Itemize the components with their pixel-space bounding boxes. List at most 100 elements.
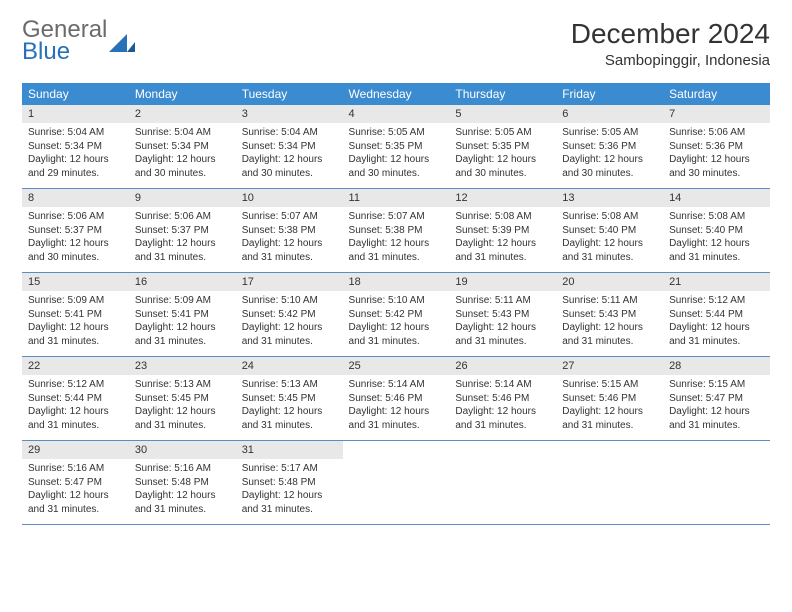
- day-number: 4: [343, 105, 450, 123]
- day-content: Sunrise: 5:07 AMSunset: 5:38 PMDaylight:…: [236, 207, 343, 272]
- calendar-cell: 14Sunrise: 5:08 AMSunset: 5:40 PMDayligh…: [663, 189, 770, 273]
- calendar-cell: 22Sunrise: 5:12 AMSunset: 5:44 PMDayligh…: [22, 357, 129, 441]
- calendar-cell: 28Sunrise: 5:15 AMSunset: 5:47 PMDayligh…: [663, 357, 770, 441]
- day-content: Sunrise: 5:05 AMSunset: 5:35 PMDaylight:…: [343, 123, 450, 188]
- calendar-table: SundayMondayTuesdayWednesdayThursdayFrid…: [22, 83, 770, 525]
- daylight-line: Daylight: 12 hours and 31 minutes.: [135, 489, 230, 516]
- weekday-header: Tuesday: [236, 83, 343, 105]
- calendar-cell: 10Sunrise: 5:07 AMSunset: 5:38 PMDayligh…: [236, 189, 343, 273]
- sunrise-line: Sunrise: 5:04 AM: [28, 126, 123, 140]
- sunset-line: Sunset: 5:40 PM: [669, 224, 764, 238]
- daylight-line: Daylight: 12 hours and 31 minutes.: [349, 321, 444, 348]
- sunrise-line: Sunrise: 5:12 AM: [28, 378, 123, 392]
- month-title: December 2024: [571, 18, 770, 50]
- day-content: Sunrise: 5:16 AMSunset: 5:47 PMDaylight:…: [22, 459, 129, 524]
- day-content: Sunrise: 5:08 AMSunset: 5:40 PMDaylight:…: [556, 207, 663, 272]
- sunrise-line: Sunrise: 5:16 AM: [28, 462, 123, 476]
- daylight-line: Daylight: 12 hours and 30 minutes.: [242, 153, 337, 180]
- sunset-line: Sunset: 5:37 PM: [28, 224, 123, 238]
- day-number: 17: [236, 273, 343, 291]
- calendar-cell: 5Sunrise: 5:05 AMSunset: 5:35 PMDaylight…: [449, 105, 556, 189]
- calendar-cell: 30Sunrise: 5:16 AMSunset: 5:48 PMDayligh…: [129, 441, 236, 525]
- daylight-line: Daylight: 12 hours and 30 minutes.: [349, 153, 444, 180]
- weekday-header: Wednesday: [343, 83, 450, 105]
- day-content: Sunrise: 5:04 AMSunset: 5:34 PMDaylight:…: [22, 123, 129, 188]
- sunset-line: Sunset: 5:46 PM: [349, 392, 444, 406]
- sunset-line: Sunset: 5:42 PM: [349, 308, 444, 322]
- sunrise-line: Sunrise: 5:16 AM: [135, 462, 230, 476]
- sunrise-line: Sunrise: 5:11 AM: [455, 294, 550, 308]
- day-content: Sunrise: 5:13 AMSunset: 5:45 PMDaylight:…: [129, 375, 236, 440]
- calendar-cell: 11 Sunrise: 5:07 AMSunset: 5:38 PMDayligh…: [343, 189, 450, 273]
- sunrise-line: Sunrise: 5:06 AM: [669, 126, 764, 140]
- sunset-line: Sunset: 5:39 PM: [455, 224, 550, 238]
- day-content: Sunrise: 5:14 AMSunset: 5:46 PMDaylight:…: [343, 375, 450, 440]
- daylight-line: Daylight: 12 hours and 31 minutes.: [28, 489, 123, 516]
- sunrise-line: Sunrise: 5:05 AM: [562, 126, 657, 140]
- sunset-line: Sunset: 5:34 PM: [242, 140, 337, 154]
- day-content: Sunrise: 5:06 AMSunset: 5:37 PMDaylight:…: [22, 207, 129, 272]
- day-number: 27: [556, 357, 663, 375]
- sunrise-line: Sunrise: 5:07 AM: [349, 210, 444, 224]
- sunrise-line: Sunrise: 5:04 AM: [242, 126, 337, 140]
- sunrise-line: Sunrise: 5:14 AM: [455, 378, 550, 392]
- location: Sambopinggir, Indonesia: [571, 52, 770, 69]
- daylight-line: Daylight: 12 hours and 31 minutes.: [669, 237, 764, 264]
- daylight-line: Daylight: 12 hours and 31 minutes.: [669, 321, 764, 348]
- day-content: Sunrise: 5:09 AMSunset: 5:41 PMDaylight:…: [22, 291, 129, 356]
- calendar-cell: 21Sunrise: 5:12 AMSunset: 5:44 PMDayligh…: [663, 273, 770, 357]
- day-number: 9: [129, 189, 236, 207]
- daylight-line: Daylight: 12 hours and 30 minutes.: [28, 237, 123, 264]
- logo-text-block: General Blue: [22, 18, 107, 64]
- sunset-line: Sunset: 5:38 PM: [242, 224, 337, 238]
- day-number: 16: [129, 273, 236, 291]
- day-content: Sunrise: 5:05 AMSunset: 5:35 PMDaylight:…: [449, 123, 556, 188]
- daylight-line: Daylight: 12 hours and 31 minutes.: [242, 405, 337, 432]
- day-number: 11: [343, 189, 450, 207]
- calendar-cell: [449, 441, 556, 525]
- sunrise-line: Sunrise: 5:13 AM: [242, 378, 337, 392]
- daylight-line: Daylight: 12 hours and 29 minutes.: [28, 153, 123, 180]
- daylight-line: Daylight: 12 hours and 31 minutes.: [562, 321, 657, 348]
- daylight-line: Daylight: 12 hours and 31 minutes.: [349, 237, 444, 264]
- sunrise-line: Sunrise: 5:09 AM: [28, 294, 123, 308]
- sunset-line: Sunset: 5:42 PM: [242, 308, 337, 322]
- calendar-cell: 24Sunrise: 5:13 AMSunset: 5:45 PMDayligh…: [236, 357, 343, 441]
- sunset-line: Sunset: 5:37 PM: [135, 224, 230, 238]
- sunset-line: Sunset: 5:34 PM: [28, 140, 123, 154]
- sunset-line: Sunset: 5:43 PM: [562, 308, 657, 322]
- day-number: 2: [129, 105, 236, 123]
- day-content: Sunrise: 5:04 AMSunset: 5:34 PMDaylight:…: [129, 123, 236, 188]
- sunset-line: Sunset: 5:46 PM: [455, 392, 550, 406]
- logo: General Blue: [22, 18, 135, 64]
- day-content: Sunrise: 5:12 AMSunset: 5:44 PMDaylight:…: [663, 291, 770, 356]
- calendar-head: SundayMondayTuesdayWednesdayThursdayFrid…: [22, 83, 770, 105]
- day-content: Sunrise: 5:04 AMSunset: 5:34 PMDaylight:…: [236, 123, 343, 188]
- day-number: 19: [449, 273, 556, 291]
- daylight-line: Daylight: 12 hours and 30 minutes.: [562, 153, 657, 180]
- sunrise-line: Sunrise: 5:07 AM: [242, 210, 337, 224]
- sunset-line: Sunset: 5:40 PM: [562, 224, 657, 238]
- day-number: 12: [449, 189, 556, 207]
- sunset-line: Sunset: 5:48 PM: [135, 476, 230, 490]
- sunset-line: Sunset: 5:38 PM: [349, 224, 444, 238]
- calendar-cell: 20Sunrise: 5:11 AMSunset: 5:43 PMDayligh…: [556, 273, 663, 357]
- day-number: 24: [236, 357, 343, 375]
- sunrise-line: Sunrise: 5:05 AM: [349, 126, 444, 140]
- day-number: 10: [236, 189, 343, 207]
- daylight-line: Daylight: 12 hours and 30 minutes.: [455, 153, 550, 180]
- calendar-cell: 8Sunrise: 5:06 AMSunset: 5:37 PMDaylight…: [22, 189, 129, 273]
- calendar-cell: 7Sunrise: 5:06 AMSunset: 5:36 PMDaylight…: [663, 105, 770, 189]
- day-content: Sunrise: 5:11 AMSunset: 5:43 PMDaylight:…: [449, 291, 556, 356]
- calendar-cell: 4Sunrise: 5:05 AMSunset: 5:35 PMDaylight…: [343, 105, 450, 189]
- weekday-header: Thursday: [449, 83, 556, 105]
- sunrise-line: Sunrise: 5:08 AM: [562, 210, 657, 224]
- sunrise-line: Sunrise: 5:04 AM: [135, 126, 230, 140]
- calendar-cell: 19Sunrise: 5:11 AMSunset: 5:43 PMDayligh…: [449, 273, 556, 357]
- calendar-cell: 27Sunrise: 5:15 AMSunset: 5:46 PMDayligh…: [556, 357, 663, 441]
- logo-triangle-icon: [109, 30, 135, 52]
- daylight-line: Daylight: 12 hours and 31 minutes.: [242, 489, 337, 516]
- daylight-line: Daylight: 12 hours and 31 minutes.: [242, 321, 337, 348]
- day-number: 3: [236, 105, 343, 123]
- day-number: 22: [22, 357, 129, 375]
